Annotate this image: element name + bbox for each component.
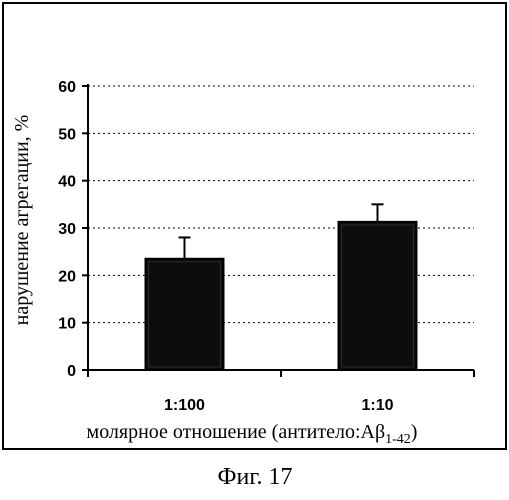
y-tick-label: 30 bbox=[58, 221, 76, 238]
figure-caption: Фиг. 17 bbox=[218, 464, 293, 490]
x-tick-label: 1:10 bbox=[361, 397, 393, 414]
y-tick-label: 0 bbox=[67, 363, 76, 380]
bar bbox=[339, 222, 417, 370]
y-tick-label: 20 bbox=[58, 268, 76, 285]
y-axis-title: нарушение агрегации, % bbox=[11, 115, 33, 326]
x-axis-title-end: ) bbox=[411, 421, 418, 443]
x-tick-label: 1:100 bbox=[164, 397, 205, 414]
x-axis-title-subscript: 1-42 bbox=[385, 432, 411, 447]
y-tick-label: 50 bbox=[58, 126, 76, 143]
chart-frame bbox=[3, 3, 506, 449]
y-tick-label: 10 bbox=[58, 316, 76, 333]
x-axis-title-main: молярное отношение (антитело:Aβ bbox=[87, 421, 386, 443]
y-tick-label: 40 bbox=[58, 174, 76, 191]
bar-layer bbox=[146, 204, 417, 370]
bar bbox=[146, 259, 224, 370]
y-tick-label: 60 bbox=[58, 79, 76, 96]
x-axis-title: молярное отношение (антитело:Aβ1-42) bbox=[87, 421, 418, 447]
